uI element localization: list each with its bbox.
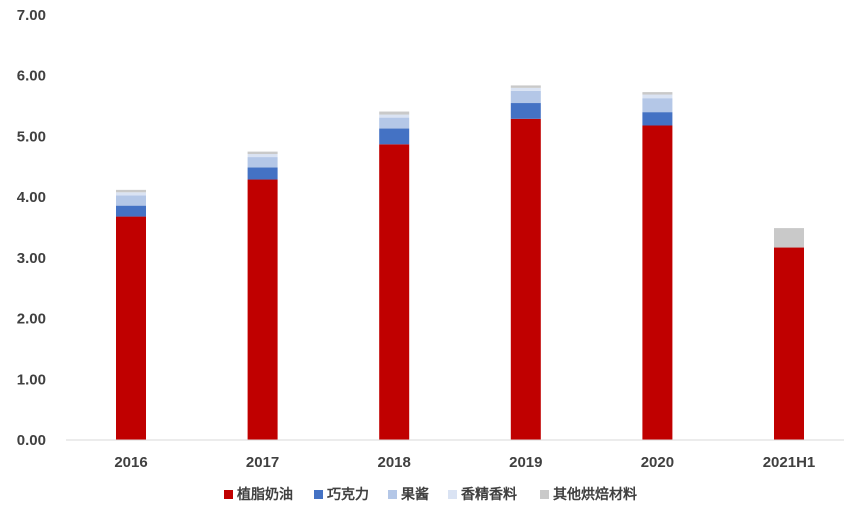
bars (116, 85, 804, 441)
legend-swatch (314, 490, 323, 499)
bar-segment (774, 228, 804, 248)
bar-segment (379, 144, 410, 441)
y-axis: 0.00 1.00 2.00 3.00 4.00 5.00 6.00 7.00 (17, 7, 46, 449)
legend-label: 香精香料 (460, 486, 517, 502)
bar-segment (642, 92, 673, 95)
bar-segment (247, 167, 278, 180)
y-tick-label: 2.00 (17, 311, 46, 328)
x-tick-label: 2018 (378, 454, 411, 471)
bar-segment (247, 151, 278, 155)
x-tick-label: 2019 (509, 454, 542, 471)
x-tick-label: 2020 (641, 454, 674, 471)
legend-label: 果酱 (400, 486, 429, 502)
legend-label: 其他烘焙材料 (553, 486, 637, 502)
bar-segment (116, 192, 146, 196)
legend: 植脂奶油 巧克力 果酱 香精香料 其他烘焙材料 (224, 486, 637, 502)
bar-segment (247, 179, 278, 441)
legend-label: 巧克力 (327, 486, 369, 502)
y-tick-label: 1.00 (17, 371, 46, 388)
legend-swatch (388, 490, 397, 499)
bar-segment (247, 154, 278, 158)
bar-segment (510, 90, 541, 104)
bar-segment (379, 111, 410, 115)
y-tick-label: 6.00 (17, 68, 46, 85)
bar-segment (510, 103, 541, 119)
bar-segment (116, 189, 146, 193)
y-tick-label: 4.00 (17, 189, 46, 206)
bar-segment (379, 114, 410, 118)
bar-segment (510, 87, 541, 91)
y-tick-label: 0.00 (17, 432, 46, 449)
y-tick-label: 7.00 (17, 7, 46, 24)
y-tick-label: 5.00 (17, 128, 46, 145)
bar-segment (642, 98, 673, 113)
bar-segment (379, 117, 410, 129)
bar-segment (642, 125, 673, 440)
bar-segment (116, 195, 146, 206)
x-axis: 2016 2017 2018 2019 2020 2021H1 (114, 454, 815, 471)
bar-segment (247, 157, 278, 168)
bar-segment (379, 128, 410, 145)
bar-segment (116, 216, 146, 440)
bar-segment (510, 85, 541, 88)
bar-segment (642, 112, 673, 126)
bar-segment (510, 118, 541, 441)
x-tick-label: 2017 (246, 454, 279, 471)
legend-swatch (448, 490, 457, 499)
legend-label: 植脂奶油 (236, 486, 293, 502)
legend-swatch (540, 490, 549, 499)
bar-segment (642, 94, 673, 99)
x-tick-label: 2021H1 (763, 454, 816, 471)
x-tick-label: 2016 (114, 454, 147, 471)
y-tick-label: 3.00 (17, 250, 46, 267)
bar-segment (774, 247, 804, 440)
bar-segment (116, 205, 146, 217)
legend-swatch (224, 490, 233, 499)
